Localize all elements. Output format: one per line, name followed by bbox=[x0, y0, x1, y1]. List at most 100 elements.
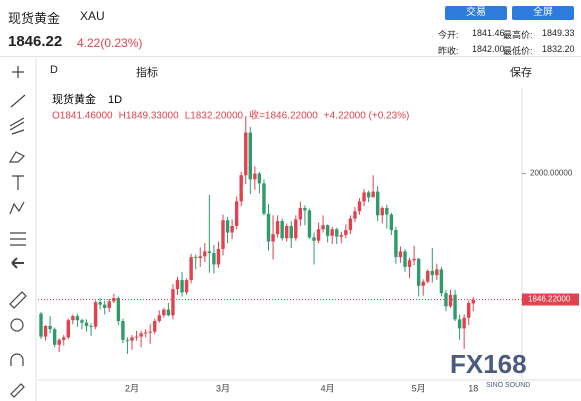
crosshair-tool[interactable] bbox=[12, 66, 24, 78]
x-tick-label: 4月 bbox=[321, 383, 335, 393]
candle-body bbox=[43, 325, 48, 337]
ohlc-legend: 收=1846.22000 bbox=[249, 109, 318, 122]
candle-body bbox=[194, 257, 198, 259]
candle-body bbox=[157, 315, 161, 322]
candle-body bbox=[335, 229, 339, 237]
candle-body bbox=[248, 132, 252, 180]
ohlc-legend: H1849.33000 bbox=[119, 111, 179, 122]
candle-body bbox=[39, 313, 43, 337]
candle-body bbox=[348, 218, 353, 231]
candle-body bbox=[175, 280, 180, 290]
candle-body bbox=[125, 339, 130, 341]
watermark-sub: SINO SOUND bbox=[486, 382, 530, 389]
candle-body bbox=[257, 173, 262, 184]
candle-body bbox=[362, 192, 366, 202]
candle-body bbox=[171, 289, 175, 316]
measure-tool[interactable] bbox=[10, 232, 26, 246]
candle-body bbox=[285, 225, 289, 239]
candle-body bbox=[116, 298, 121, 322]
candle-body bbox=[66, 320, 70, 338]
line-tool[interactable] bbox=[10, 94, 26, 108]
stat-label: 今开: bbox=[438, 30, 459, 40]
candle-body bbox=[221, 220, 225, 249]
candle-body bbox=[467, 302, 471, 318]
candle-body bbox=[385, 207, 389, 215]
candle-body bbox=[403, 251, 407, 267]
candle-body bbox=[230, 225, 234, 233]
fib-tool[interactable] bbox=[9, 117, 25, 135]
candle-body bbox=[398, 251, 403, 258]
zoom-tool[interactable] bbox=[10, 318, 24, 332]
price-change: 4.22(0.23%) bbox=[77, 36, 143, 50]
ruler-tool[interactable] bbox=[9, 291, 27, 309]
magnet-tool[interactable] bbox=[10, 353, 24, 366]
candle-body bbox=[139, 333, 143, 337]
instrument-code: XAU bbox=[80, 9, 105, 23]
candle-body bbox=[416, 258, 421, 286]
candle-body bbox=[212, 253, 216, 265]
ohlc-legend: +4.22000 (+0.23%) bbox=[324, 111, 410, 122]
candle-body bbox=[294, 219, 298, 239]
candle-body bbox=[430, 271, 434, 276]
candle-body bbox=[262, 183, 266, 214]
candle-body bbox=[121, 321, 125, 340]
candle-body bbox=[426, 271, 430, 282]
candle-body bbox=[71, 316, 75, 321]
chart-title: 现货黄金 bbox=[52, 92, 96, 106]
stat-value: 1842.00 bbox=[472, 44, 505, 54]
candle-body bbox=[80, 320, 84, 323]
candle-body bbox=[48, 325, 52, 330]
text-tool[interactable] bbox=[12, 175, 24, 190]
candle-body bbox=[52, 329, 57, 345]
last-price-tag bbox=[522, 293, 579, 306]
indicators-button[interactable]: 指标 bbox=[136, 67, 158, 79]
candle-body bbox=[471, 299, 475, 304]
candle-body bbox=[153, 321, 157, 332]
fullscreen-button[interactable]: 全屏 bbox=[512, 6, 574, 20]
candle-body bbox=[162, 309, 166, 316]
stat-value: 1832.20 bbox=[542, 44, 575, 54]
back-tool[interactable] bbox=[11, 257, 24, 269]
candle-body bbox=[394, 230, 398, 258]
candle-body bbox=[180, 280, 184, 293]
last-price-label: 1846.22000 bbox=[528, 295, 571, 304]
candle-body bbox=[207, 251, 212, 254]
brush-tool[interactable] bbox=[8, 151, 26, 163]
candle-body bbox=[421, 281, 425, 286]
candle-body bbox=[134, 336, 139, 338]
pattern-tool[interactable] bbox=[9, 201, 25, 215]
candle-body bbox=[371, 191, 375, 198]
candle-body bbox=[303, 207, 307, 211]
y-tick-label: 2000.00000 bbox=[530, 169, 573, 178]
candle-body bbox=[75, 316, 80, 321]
save-button[interactable]: 保存 bbox=[510, 67, 532, 79]
candle-body bbox=[448, 294, 453, 307]
candle-body bbox=[289, 225, 293, 239]
x-tick-label: 5月 bbox=[412, 383, 426, 393]
candle-body bbox=[312, 237, 316, 241]
candle-body bbox=[457, 319, 462, 329]
candle-body bbox=[143, 332, 148, 334]
x-tick-label: 2月 bbox=[125, 383, 139, 393]
lock-tool[interactable] bbox=[10, 383, 25, 398]
trade-button[interactable]: 交易 bbox=[445, 6, 507, 20]
candle-body bbox=[407, 260, 412, 267]
candle-body bbox=[84, 322, 89, 326]
candle-body bbox=[380, 207, 384, 216]
candle-body bbox=[166, 309, 171, 316]
candle-body bbox=[266, 213, 271, 242]
candle-body bbox=[57, 339, 61, 345]
candle-body bbox=[89, 325, 93, 327]
candle-body bbox=[357, 201, 362, 212]
instrument-name: 现货黄金 bbox=[8, 11, 61, 26]
candle-body bbox=[435, 269, 439, 276]
candle-body bbox=[321, 225, 325, 230]
candle-body bbox=[189, 257, 193, 281]
ohlc-legend: L1832.20000 bbox=[185, 111, 244, 122]
ohlc-legend: O1841.46000 bbox=[52, 111, 113, 122]
candle-body bbox=[412, 258, 416, 261]
candle-body bbox=[148, 331, 152, 333]
candle-body bbox=[275, 221, 280, 235]
interval-button[interactable]: D bbox=[50, 64, 58, 76]
